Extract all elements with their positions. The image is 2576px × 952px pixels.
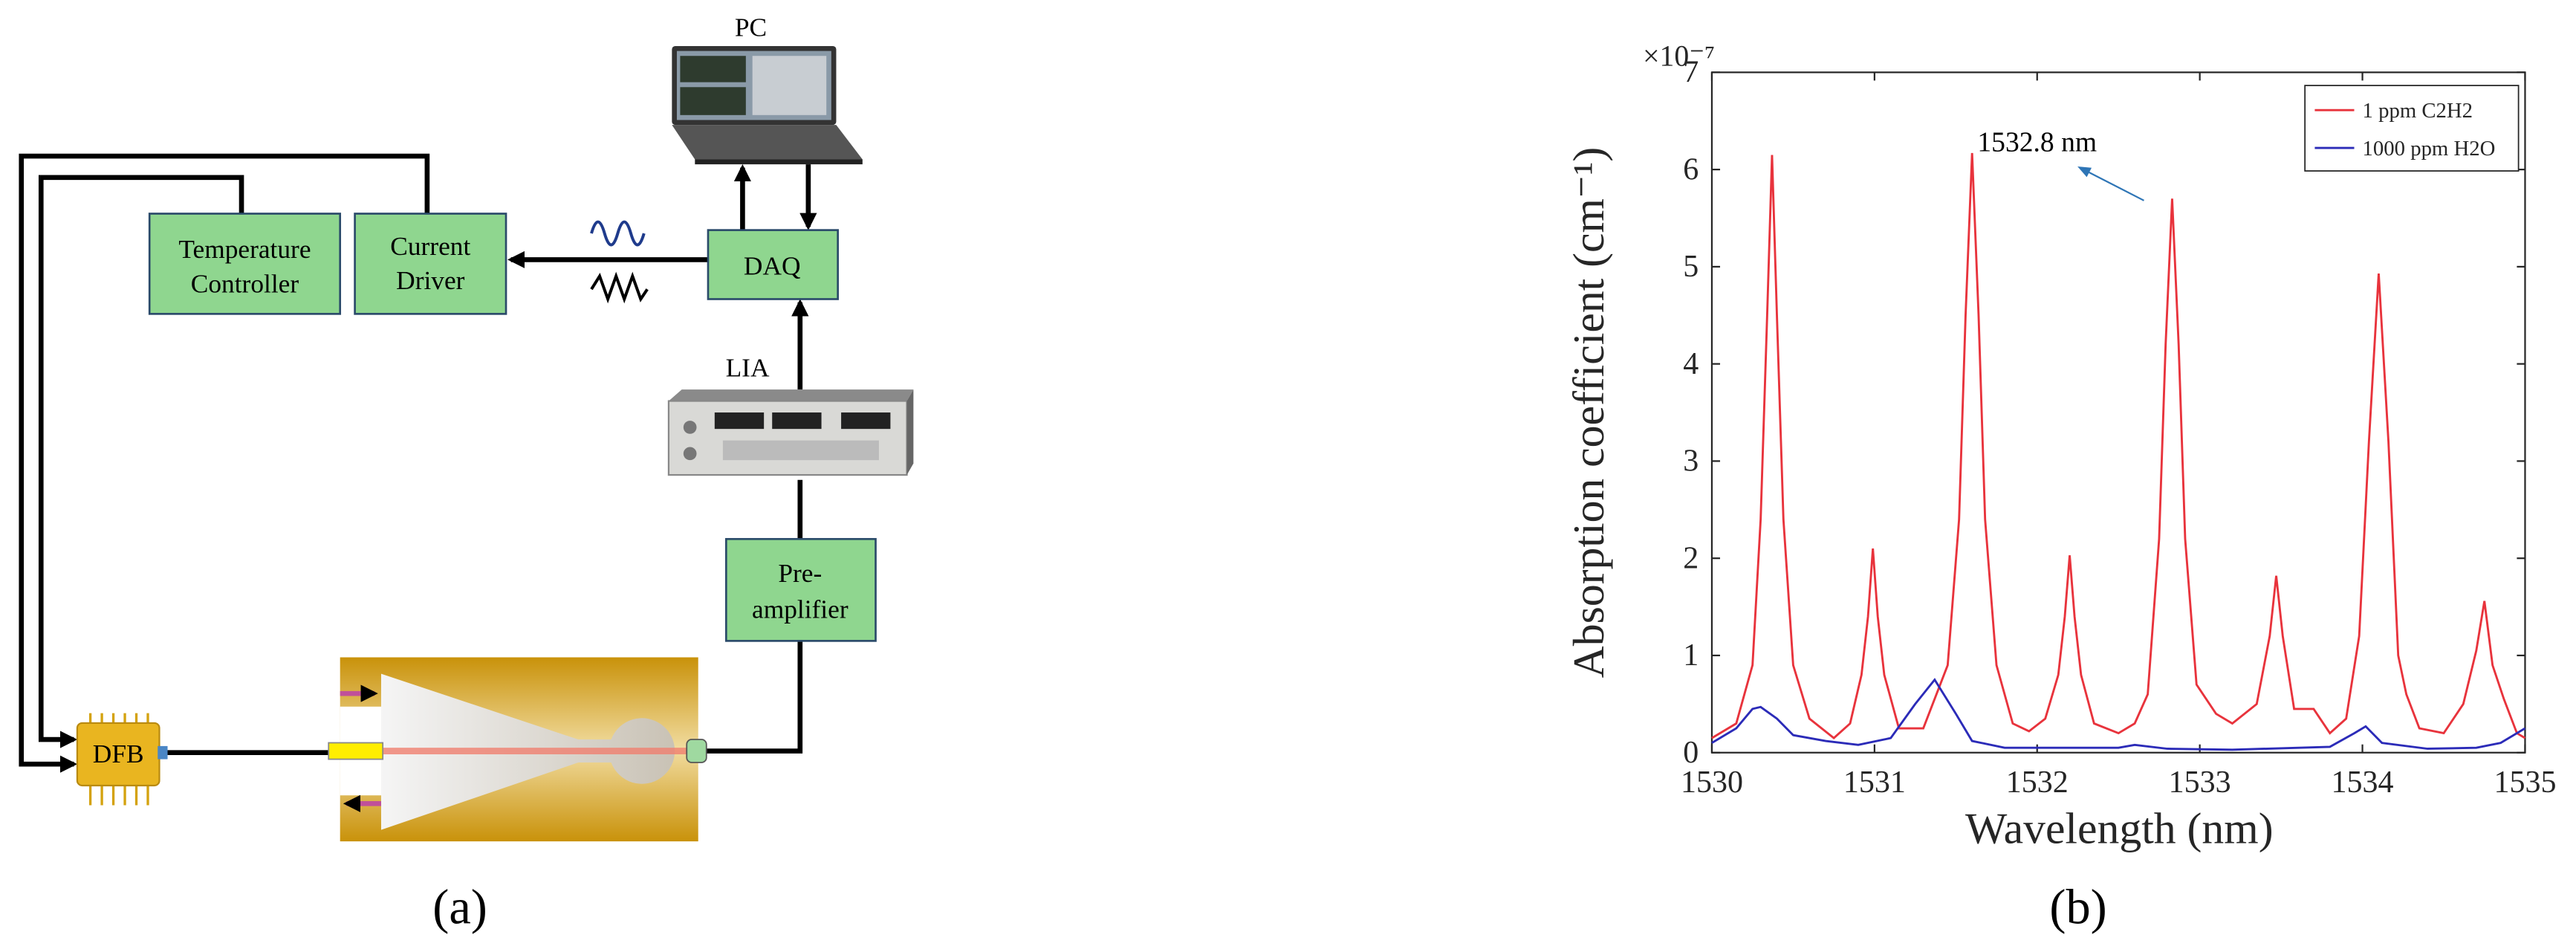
label-line: Pre- bbox=[778, 558, 822, 588]
chart: ×10⁻⁷ Absorption coefficient (cm⁻¹) Wave… bbox=[1564, 39, 2556, 934]
label-line: Driver bbox=[396, 265, 465, 295]
node-label: DFB bbox=[93, 739, 144, 768]
node-label: DAQ bbox=[744, 250, 801, 280]
y-tick-label: 2 bbox=[1683, 541, 1699, 575]
x-axis-label: Wavelength (nm) bbox=[1965, 803, 2274, 852]
wire bbox=[703, 641, 803, 754]
x-tick-label: 1534 bbox=[2332, 765, 2394, 800]
x-tick-label: 1535 bbox=[2494, 765, 2556, 800]
diagram: Temperature Controller Current Driver DAQ … bbox=[19, 13, 914, 935]
node-label: PC bbox=[735, 13, 767, 42]
photoacoustic-cell bbox=[328, 657, 707, 842]
y-tick-label: 3 bbox=[1683, 444, 1699, 479]
legend-box bbox=[2304, 85, 2520, 172]
dfb-laser bbox=[76, 713, 168, 806]
laptop bbox=[672, 45, 863, 165]
panel-label: (a) bbox=[432, 881, 487, 935]
annotation: 1532.8 nm bbox=[1977, 127, 2097, 158]
y-axis-label: Absorption coefficient (cm⁻¹) bbox=[1564, 147, 1613, 679]
daq-box bbox=[707, 229, 839, 300]
y-tick-label: 1 bbox=[1683, 638, 1699, 673]
y-tick-label: 5 bbox=[1683, 250, 1699, 284]
node-label: Temperature Controller bbox=[178, 234, 311, 298]
panel-label: (b) bbox=[2049, 881, 2106, 935]
current-driver-box bbox=[354, 213, 507, 315]
x-tick-label: 1532 bbox=[2006, 765, 2069, 800]
wire bbox=[38, 175, 244, 748]
wire bbox=[19, 153, 430, 773]
lock-in-amplifier bbox=[667, 389, 914, 476]
x-tick-label: 1530 bbox=[1681, 765, 1743, 800]
x-tick-label: 1533 bbox=[2169, 765, 2231, 800]
y-tick-label: 4 bbox=[1683, 347, 1699, 381]
label-line: Controller bbox=[191, 269, 299, 299]
y-tick-label: 7 bbox=[1683, 56, 1699, 90]
y-multiplier: ×10⁻⁷ bbox=[1643, 39, 1715, 72]
triangle-wave bbox=[590, 271, 649, 304]
label-line: Current bbox=[390, 231, 470, 261]
legend-label: 1 ppm C2H2 bbox=[2363, 99, 2473, 123]
x-tick-label: 1531 bbox=[1843, 765, 1906, 800]
axes-box bbox=[1710, 71, 2526, 754]
y-tick-label: 6 bbox=[1683, 152, 1699, 187]
series-line bbox=[1711, 152, 2526, 740]
node-label: LIA bbox=[726, 352, 770, 382]
node-label: Current Driver bbox=[390, 231, 470, 295]
preamplifier-box bbox=[724, 537, 877, 642]
label-line: amplifier bbox=[752, 594, 849, 624]
temperature-controller-box bbox=[148, 213, 342, 315]
annotation-arrow bbox=[2077, 166, 2144, 201]
series-line bbox=[1711, 678, 2526, 751]
sine-wave bbox=[590, 220, 646, 247]
label-line: Temperature bbox=[178, 234, 311, 264]
node-label: Pre-amplifier bbox=[752, 558, 849, 624]
y-tick-label: 0 bbox=[1683, 736, 1699, 770]
legend-label: 1000 ppm H2O bbox=[2363, 137, 2496, 161]
